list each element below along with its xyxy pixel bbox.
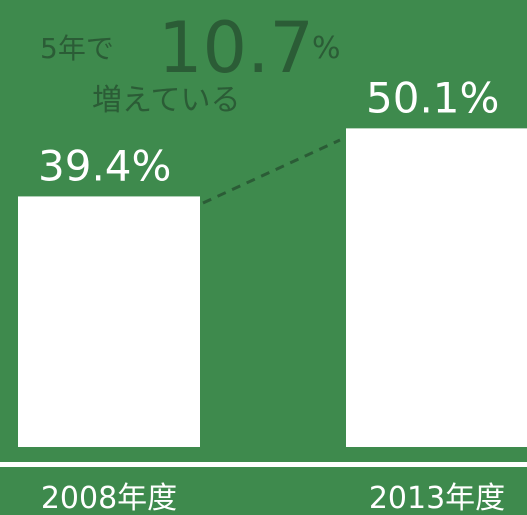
value-label: 50.1% — [366, 73, 499, 122]
annotation-value: 10.7 — [158, 7, 314, 89]
baseline — [0, 462, 527, 467]
bar — [346, 128, 527, 447]
x-tick-label: 2008年度 — [41, 481, 177, 515]
annotation-lead: 5年で — [40, 32, 114, 65]
bar — [18, 196, 200, 447]
annotation-tail: 増えている — [92, 83, 241, 118]
value-label: 39.4% — [38, 141, 171, 190]
x-tick-label: 2013年度 — [369, 481, 505, 515]
annotation-unit: % — [312, 31, 341, 66]
